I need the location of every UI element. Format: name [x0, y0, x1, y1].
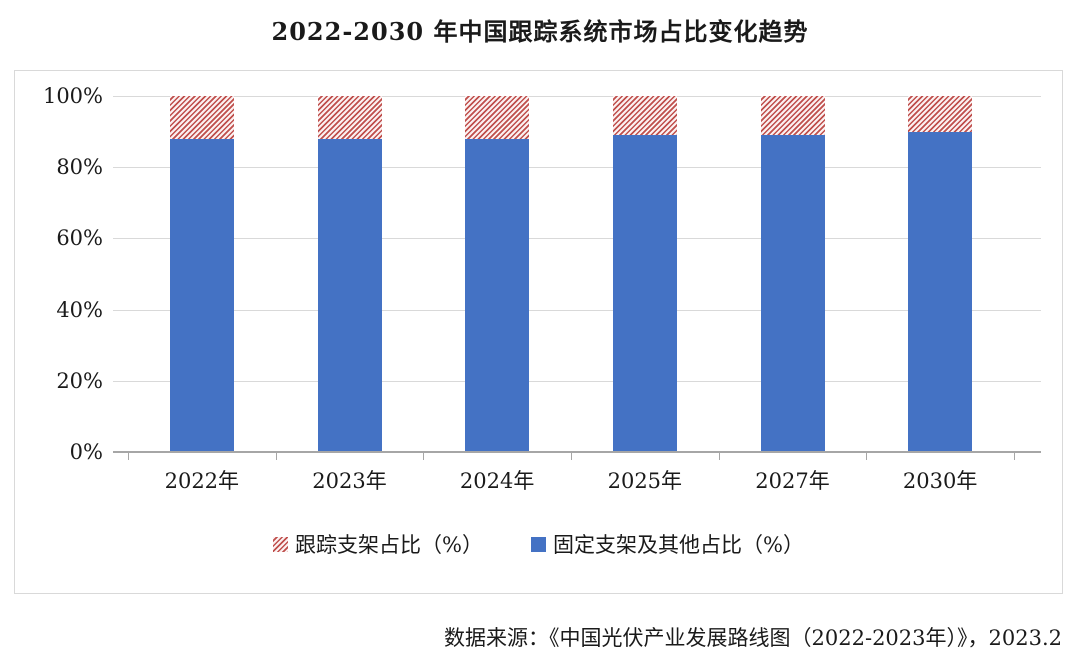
bar-fixed-segment — [760, 135, 825, 452]
legend-item-fixed: 固定支架及其他占比（%） — [531, 529, 804, 559]
x-axis-tick-mark — [128, 453, 129, 460]
legend-label-tracking: 跟踪支架占比（%） — [295, 533, 483, 557]
bar-fixed-segment — [317, 138, 382, 452]
gridline — [113, 167, 1041, 169]
y-axis-label: 100% — [42, 84, 103, 108]
y-axis-label: 0% — [69, 440, 103, 464]
x-axis-line — [113, 451, 1041, 453]
x-axis-label: 2023年 — [312, 469, 387, 493]
legend-item-tracking: 跟踪支架占比（%） — [273, 529, 483, 559]
fixed-series-swatch-icon — [531, 536, 546, 552]
bar-tracking-segment — [169, 96, 234, 139]
x-axis-tick-mark — [423, 453, 425, 460]
y-axis-label: 80% — [56, 155, 103, 180]
x-axis-label: 2027年 — [755, 469, 830, 493]
chart-title: 2022-2030 年中国跟踪系统市场占比变化趋势 — [271, 17, 809, 46]
bar-fixed-segment — [908, 131, 973, 452]
gridline — [113, 309, 1041, 311]
bar-tracking-segment — [465, 96, 530, 139]
tracking-series-swatch-icon — [273, 536, 289, 552]
bar-tracking-segment — [317, 96, 382, 139]
y-axis-label: 20% — [56, 368, 103, 393]
legend: 跟踪支架占比（%） 固定支架及其他占比（%） — [15, 529, 1062, 559]
x-axis-tick-mark — [275, 453, 277, 460]
x-axis-tick-mark — [866, 453, 868, 460]
gridline — [113, 96, 1041, 97]
chart-frame: 跟踪支架占比（%） 固定支架及其他占比（%） 100% 80% 60% 40% 20% 0… — [14, 70, 1063, 594]
gridline — [113, 238, 1041, 240]
bar-tracking-segment — [760, 96, 825, 136]
x-axis-tick-mark — [1014, 453, 1015, 460]
source-note: 数据来源：《中国光伏产业发展路线图（2022-2023年）》，2023.2 — [444, 626, 1062, 650]
x-axis-tick-mark — [571, 453, 572, 460]
bar-tracking-segment — [908, 96, 973, 132]
gridline — [113, 380, 1041, 382]
bar-tracking-segment — [612, 96, 677, 136]
x-axis-label: 2022年 — [164, 469, 240, 493]
bar-fixed-segment — [465, 138, 530, 452]
legend-label-fixed: 固定支架及其他占比（%） — [553, 533, 804, 557]
x-axis-label: 2024年 — [459, 469, 535, 493]
y-axis-label: 40% — [56, 297, 103, 322]
bar-fixed-segment — [612, 135, 677, 452]
y-axis-label: 60% — [56, 226, 103, 251]
x-axis-label: 2030年 — [902, 469, 978, 493]
bar-fixed-segment — [169, 138, 234, 452]
x-axis-label: 2025年 — [607, 469, 683, 493]
x-axis-tick-mark — [718, 453, 720, 460]
